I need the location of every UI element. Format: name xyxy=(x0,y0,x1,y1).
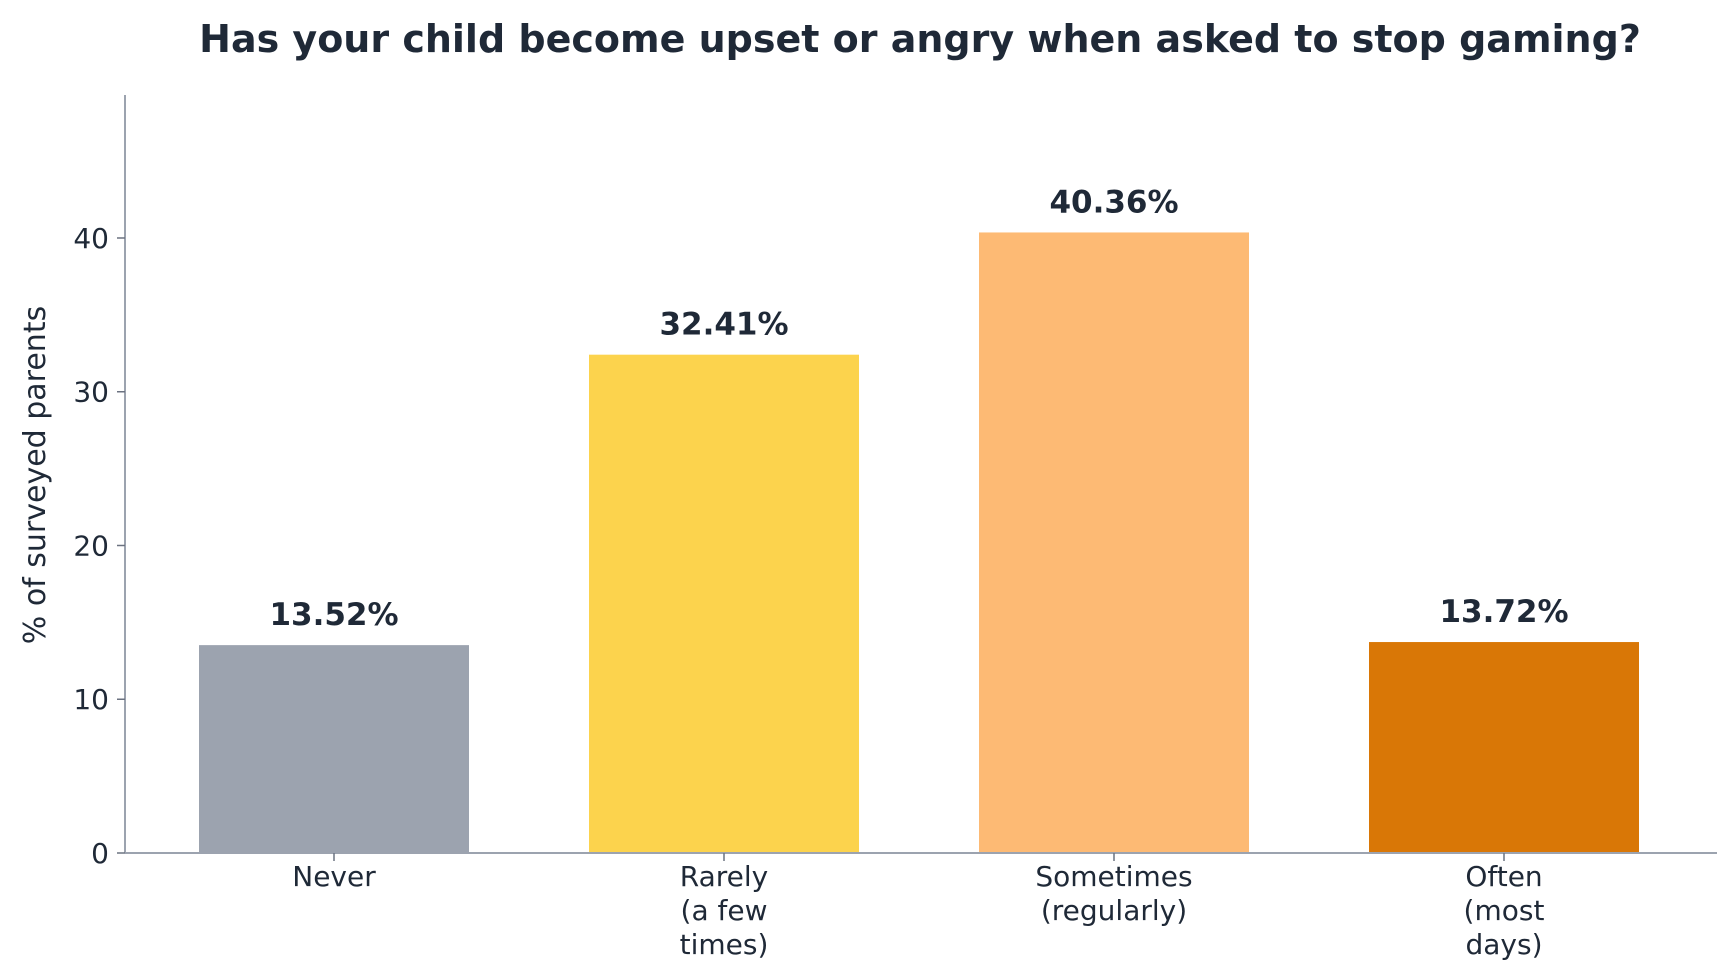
y-tick-label-1: 10 xyxy=(73,683,109,716)
x-tick-label-line: Often xyxy=(1465,860,1542,893)
x-tick-label-line: times) xyxy=(680,928,769,961)
x-tick-label-line: Never xyxy=(292,860,376,893)
bar-value-label-3: 13.72% xyxy=(1439,594,1568,630)
x-tick-label-2: Sometimes (regularly) xyxy=(1035,860,1192,927)
x-tick-label-line: (a few xyxy=(681,894,768,927)
y-axis-label: % of surveyed parents xyxy=(18,306,53,644)
x-tick-label-1: Rarely (a few times) xyxy=(680,860,769,961)
x-tick-label-line: Sometimes xyxy=(1035,860,1192,893)
bar-3 xyxy=(1369,642,1639,853)
x-tick-label-line: days) xyxy=(1465,928,1542,961)
y-tick-label-3: 30 xyxy=(73,376,109,409)
y-tick-label-2: 20 xyxy=(73,529,109,562)
bar-0 xyxy=(199,645,469,853)
x-tick-label-line: Rarely xyxy=(680,860,768,893)
x-tick-label-0: Never xyxy=(292,860,376,893)
y-tick-label-4: 40 xyxy=(73,222,109,255)
x-tick-label-3: Often (most days) xyxy=(1464,860,1545,961)
bar-2 xyxy=(979,232,1249,853)
bar-1 xyxy=(589,354,859,853)
x-tick-label-line: (regularly) xyxy=(1041,894,1187,927)
x-axis-ticks: Never Rarely (a few times) Sometimes (regular… xyxy=(292,853,1544,961)
y-axis-ticks: 0 10 20 30 40 xyxy=(73,222,125,870)
bar-value-label-2: 40.36% xyxy=(1049,184,1178,220)
x-tick-label-line: (most xyxy=(1464,894,1545,927)
plot-area: 13.52% 32.41% 40.36% 13.72% xyxy=(199,184,1639,853)
chart-title: Has your child become upset or angry whe… xyxy=(199,17,1641,61)
bar-value-label-1: 32.41% xyxy=(659,307,788,343)
bar-value-label-0: 13.52% xyxy=(269,597,398,633)
y-tick-label-0: 0 xyxy=(91,837,109,870)
